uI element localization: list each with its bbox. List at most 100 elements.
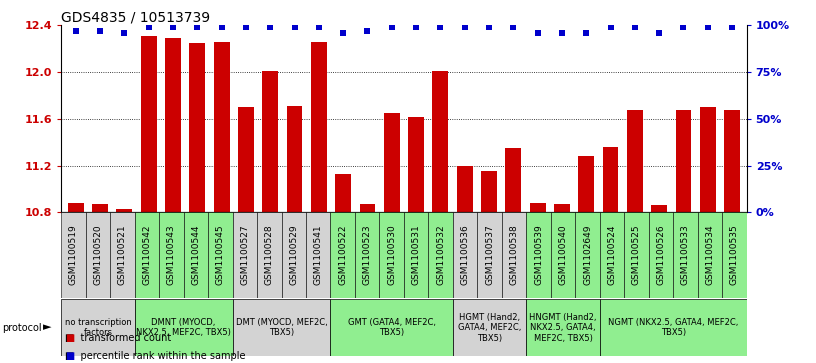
Bar [68,203,84,212]
Text: GSM1100541: GSM1100541 [313,225,323,285]
Bar [141,36,157,212]
Bar [526,299,600,356]
Text: ►: ► [43,323,51,333]
Bar [257,212,282,298]
Bar [355,212,379,298]
Text: HNGMT (Hand2,
NKX2.5, GATA4,
MEF2C, TBX5): HNGMT (Hand2, NKX2.5, GATA4, MEF2C, TBX5… [530,313,596,343]
Point [579,30,592,36]
Bar [282,212,306,298]
Bar [360,204,375,212]
Bar [233,299,330,356]
Text: GSM1100520: GSM1100520 [93,225,103,285]
Bar [554,204,570,212]
Text: GSM1100523: GSM1100523 [362,225,372,285]
Point [288,24,301,30]
Point [434,24,447,30]
Text: GSM1100528: GSM1100528 [264,225,274,285]
Bar [311,42,326,212]
Bar [649,212,673,298]
Bar [551,212,575,298]
Bar [92,204,108,212]
Text: GSM1100524: GSM1100524 [607,225,617,285]
Text: GSM1100521: GSM1100521 [118,225,127,285]
Point [725,24,738,30]
Text: GSM1100542: GSM1100542 [142,225,152,285]
Text: GSM1100543: GSM1100543 [166,225,176,285]
Bar [700,107,716,212]
Bar [600,299,747,356]
Bar [676,110,691,212]
Bar [330,212,355,298]
Bar [384,113,400,212]
Text: GSM1100531: GSM1100531 [411,225,421,285]
Point [361,28,374,34]
Point [264,24,277,30]
Bar [61,299,135,356]
Point [69,28,82,34]
Bar [457,166,472,212]
Text: GDS4835 / 10513739: GDS4835 / 10513739 [61,10,211,24]
Text: GSM1100540: GSM1100540 [558,225,568,285]
Bar [651,205,667,212]
Text: GSM1100532: GSM1100532 [436,225,446,285]
Bar [502,212,526,298]
Text: ■  transformed count: ■ transformed count [65,333,171,343]
Bar [505,148,521,212]
Bar [330,299,453,356]
Point [482,24,495,30]
Point [653,30,666,36]
Text: GSM1100525: GSM1100525 [632,225,641,285]
Bar [600,212,624,298]
Bar [117,209,132,212]
Text: GSM1100522: GSM1100522 [338,225,348,285]
Point [677,24,690,30]
Bar [61,212,86,298]
Bar [453,299,526,356]
Bar [135,299,233,356]
Bar [673,212,698,298]
Text: GSM1100530: GSM1100530 [387,225,397,285]
Bar [86,212,110,298]
Text: GSM1100538: GSM1100538 [509,225,519,285]
Point [313,24,326,30]
Bar [603,147,619,212]
Bar [722,212,747,298]
Text: NGMT (NKX2.5, GATA4, MEF2C,
TBX5): NGMT (NKX2.5, GATA4, MEF2C, TBX5) [608,318,738,337]
Bar [724,110,740,212]
Bar [214,42,229,212]
Bar [159,212,184,298]
Point [604,24,617,30]
Text: GSM1100545: GSM1100545 [215,225,225,285]
Text: GSM1100527: GSM1100527 [240,225,250,285]
Point [191,24,204,30]
Bar [262,71,278,212]
Bar [286,106,303,212]
Text: GSM1100519: GSM1100519 [69,225,78,285]
Text: GSM1100544: GSM1100544 [191,225,201,285]
Text: GSM1100534: GSM1100534 [705,225,715,285]
Text: GSM1100536: GSM1100536 [460,225,470,285]
Bar [189,43,205,212]
Bar [453,212,477,298]
Bar [379,212,404,298]
Bar [432,71,448,212]
Point [385,24,398,30]
Text: protocol: protocol [2,323,42,333]
Text: ■  percentile rank within the sample: ■ percentile rank within the sample [65,351,246,361]
Text: GMT (GATA4, MEF2C,
TBX5): GMT (GATA4, MEF2C, TBX5) [348,318,436,337]
Text: DMNT (MYOCD,
NKX2.5, MEF2C, TBX5): DMNT (MYOCD, NKX2.5, MEF2C, TBX5) [136,318,231,337]
Bar [135,212,159,298]
Point [701,24,714,30]
Bar [404,212,428,298]
Text: HGMT (Hand2,
GATA4, MEF2C,
TBX5): HGMT (Hand2, GATA4, MEF2C, TBX5) [458,313,521,343]
Point [239,24,252,30]
Text: GSM1100526: GSM1100526 [656,225,666,285]
Point [410,24,423,30]
Bar [233,212,257,298]
Bar [238,107,254,212]
Bar [624,212,649,298]
Point [458,24,471,30]
Point [142,24,155,30]
Text: GSM1100535: GSM1100535 [730,225,739,285]
Bar [428,212,453,298]
